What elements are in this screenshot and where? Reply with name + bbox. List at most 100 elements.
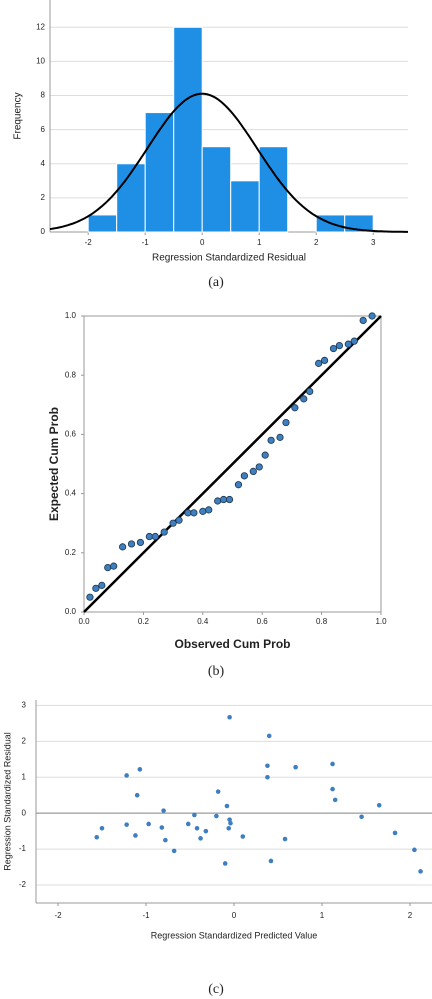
point xyxy=(160,528,168,536)
point xyxy=(306,387,314,396)
y-tick-label: 0.6 xyxy=(65,430,77,439)
bar xyxy=(230,180,260,233)
y-tick-label: 4 xyxy=(41,159,46,168)
point xyxy=(412,847,417,853)
y-tick-label: 0 xyxy=(41,227,46,236)
y-tick-label: 2 xyxy=(22,736,27,745)
point xyxy=(110,562,118,570)
x-tick-label: 0.0 xyxy=(78,617,90,626)
point xyxy=(199,507,207,515)
point xyxy=(249,467,257,475)
point xyxy=(124,822,129,827)
point xyxy=(228,820,233,826)
x-tick-label: 0 xyxy=(200,238,205,247)
point xyxy=(418,869,423,874)
point xyxy=(227,817,232,822)
y-tick-label: 0.0 xyxy=(65,607,77,616)
y-tick-label: 0 xyxy=(22,808,27,817)
y-tick-label: 3 xyxy=(22,700,27,709)
point xyxy=(203,828,209,834)
point xyxy=(94,834,100,840)
point xyxy=(92,584,100,592)
point xyxy=(240,472,248,480)
point xyxy=(267,436,275,444)
point xyxy=(282,836,288,842)
point xyxy=(376,802,382,808)
point xyxy=(266,733,272,739)
point xyxy=(190,509,198,517)
point xyxy=(171,848,177,854)
x-tick-label: 0.2 xyxy=(138,617,150,626)
point xyxy=(151,532,159,541)
x-tick-label: 1.0 xyxy=(375,617,387,626)
bar xyxy=(116,163,146,233)
point xyxy=(240,834,246,839)
point xyxy=(300,395,308,403)
point xyxy=(293,764,298,770)
x-tick-label: 0.8 xyxy=(316,617,328,626)
x-tick-label: 0 xyxy=(232,911,237,920)
y-tick-label: 10 xyxy=(36,57,45,66)
point xyxy=(219,495,228,504)
point xyxy=(163,837,168,843)
bar xyxy=(201,146,232,233)
point xyxy=(392,830,398,836)
point xyxy=(265,763,270,769)
point xyxy=(169,519,177,527)
x-tick-label: -1 xyxy=(142,911,150,920)
point xyxy=(335,341,344,350)
point xyxy=(133,833,138,838)
y-axis-label: Regression Standardized Residual xyxy=(2,732,12,871)
point xyxy=(159,825,165,830)
point xyxy=(359,814,364,820)
point xyxy=(134,792,140,798)
x-tick-label: 0.4 xyxy=(197,617,209,626)
reference-line xyxy=(83,315,382,613)
point xyxy=(276,433,284,441)
y-tick-label: 0.8 xyxy=(65,370,77,379)
caption: (b) xyxy=(208,664,225,679)
y-tick-label: 2 xyxy=(41,193,46,202)
point xyxy=(315,359,323,367)
x-axis-label: Regression Standardized Residual xyxy=(152,253,306,264)
caption: (a) xyxy=(208,275,224,290)
x-tick-label: -2 xyxy=(54,911,62,920)
point xyxy=(291,404,299,412)
point xyxy=(320,356,329,364)
x-axis-label: Regression Standardized Predicted Value xyxy=(151,930,317,940)
point xyxy=(86,593,94,601)
point xyxy=(98,581,106,589)
x-tick-label: 2 xyxy=(408,911,413,920)
y-tick-label: 0.4 xyxy=(65,489,77,498)
point xyxy=(359,316,367,325)
plot-frame xyxy=(83,315,382,613)
point xyxy=(332,797,338,803)
y-axis-label: Frequency xyxy=(13,92,24,139)
point xyxy=(261,451,269,459)
point xyxy=(224,803,230,809)
y-tick-label: 1.0 xyxy=(65,311,77,320)
x-tick-label: 3 xyxy=(371,238,376,247)
point xyxy=(330,761,335,767)
point xyxy=(255,463,263,471)
point xyxy=(214,813,219,819)
point xyxy=(226,825,232,831)
bar xyxy=(258,146,289,233)
point xyxy=(146,821,151,827)
point xyxy=(282,418,290,427)
point xyxy=(137,767,143,772)
point xyxy=(368,312,376,320)
y-tick-label: 0.2 xyxy=(65,548,77,557)
x-tick-label: -1 xyxy=(142,238,150,247)
point xyxy=(214,497,222,505)
y-tick-label: 8 xyxy=(41,91,46,100)
point xyxy=(330,786,335,792)
normal-curve xyxy=(49,92,408,233)
bar xyxy=(173,26,203,233)
caption: (c) xyxy=(208,982,224,997)
point xyxy=(222,861,228,866)
y-axis-label: Expected Cum Prob xyxy=(47,407,61,521)
point xyxy=(136,538,145,547)
y-tick-label: 12 xyxy=(36,22,45,31)
